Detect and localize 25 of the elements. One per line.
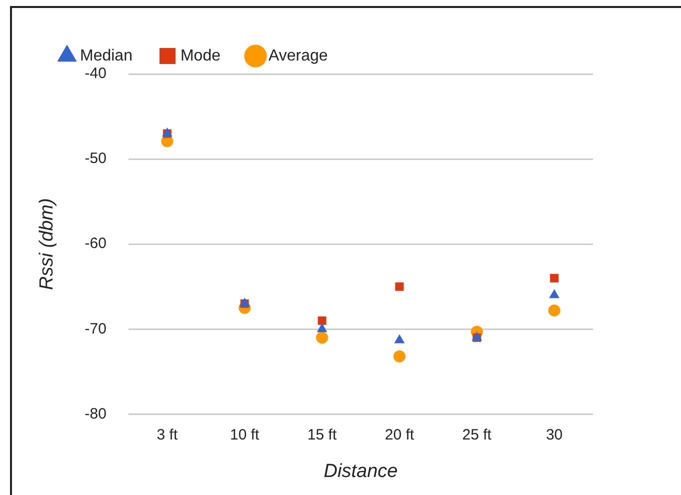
- point: [393, 350, 406, 362]
- point: [549, 289, 560, 298]
- y-tick-label: -70: [84, 320, 106, 338]
- point: [394, 334, 405, 344]
- x-tick-label: 20 ft: [384, 426, 415, 444]
- x-tick-label: 15 ft: [307, 426, 338, 444]
- x-tick-label: 30: [546, 426, 563, 444]
- y-axis-title: Rssi (dbm): [36, 198, 58, 290]
- point: [316, 323, 328, 332]
- x-tick-label: 3 ft: [156, 426, 178, 444]
- point: [550, 274, 559, 282]
- point: [316, 332, 328, 344]
- x-tick-label: 10 ft: [230, 426, 260, 444]
- y-tick-label: -50: [84, 150, 106, 168]
- point: [318, 316, 326, 325]
- legend-label: Average: [268, 47, 328, 64]
- x-tick-label: 25 ft: [462, 426, 492, 444]
- x-axis-title: Distance: [324, 460, 398, 482]
- point: [548, 304, 560, 316]
- legend-label: Mode: [180, 47, 221, 64]
- y-tick-label: -60: [84, 235, 106, 252]
- y-tick-label: -40: [84, 65, 106, 82]
- point: [395, 282, 404, 291]
- y-tick-label: -80: [84, 405, 106, 422]
- legend-label: Median: [80, 47, 132, 64]
